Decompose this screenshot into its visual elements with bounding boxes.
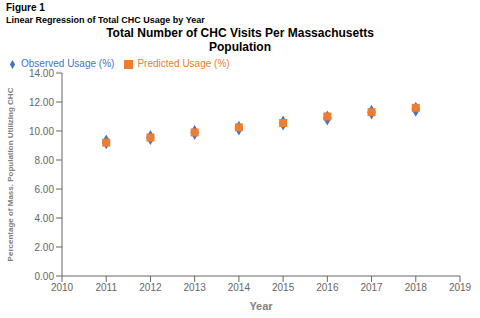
svg-text:4.00: 4.00 <box>35 213 55 224</box>
html-text:Linear Regression of Total CHC: Linear Regression of Total CHC Usage by … <box>6 15 205 25</box>
svg-text:14.00: 14.00 <box>29 68 54 79</box>
svg-text:2012: 2012 <box>139 282 162 293</box>
svg-text:2016: 2016 <box>316 282 339 293</box>
svg-text:12.00: 12.00 <box>29 97 54 108</box>
html-text:Observed Usage (%): Observed Usage (%) <box>21 58 115 69</box>
html-text:Figure 1: Figure 1 <box>6 2 45 13</box>
svg-text:2015: 2015 <box>272 282 295 293</box>
svg-text:6.00: 6.00 <box>35 184 55 195</box>
svg-text:2.00: 2.00 <box>35 242 55 253</box>
svg-text:8.00: 8.00 <box>35 155 55 166</box>
svg-text:Percentage of Mass. Population: Percentage of Mass. Population Utilizing… <box>8 87 15 261</box>
svg-text:2017: 2017 <box>360 282 383 293</box>
svg-text:2013: 2013 <box>184 282 207 293</box>
html-text:Population: Population <box>209 40 271 54</box>
svg-text:2014: 2014 <box>228 282 251 293</box>
html-text:Predicted Usage (%): Predicted Usage (%) <box>137 58 230 69</box>
svg-text:2019: 2019 <box>449 282 472 293</box>
svg-text:2010: 2010 <box>51 282 74 293</box>
svg-text:10.00: 10.00 <box>29 126 54 137</box>
svg-text:2018: 2018 <box>405 282 428 293</box>
html-text:Total Number of CHC Visits Per: Total Number of CHC Visits Per Massachus… <box>106 26 374 40</box>
svg-text:Year: Year <box>249 300 273 312</box>
svg-text:2011: 2011 <box>95 282 117 293</box>
svg-text:0.00: 0.00 <box>35 271 55 282</box>
